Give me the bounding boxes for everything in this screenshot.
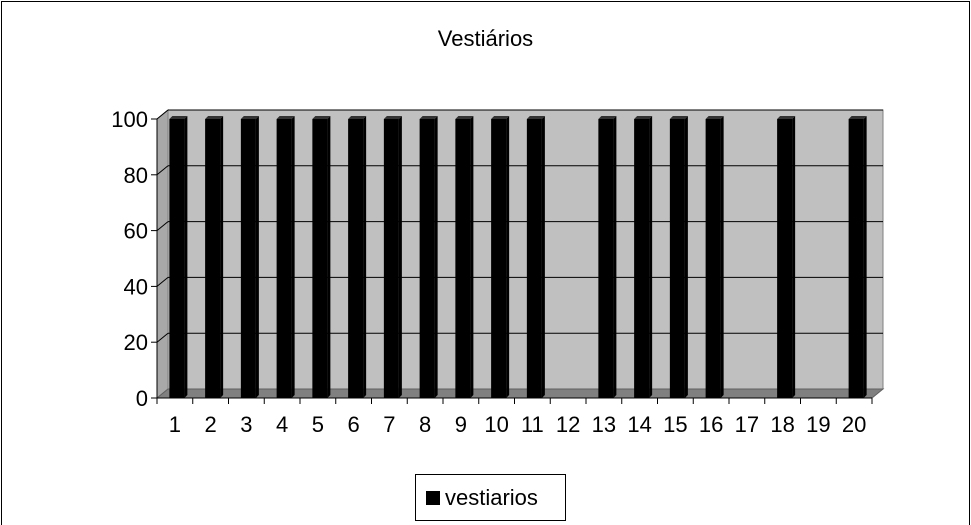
bar-top (777, 116, 796, 119)
bar (848, 119, 864, 398)
x-tick-label: 2 (205, 412, 217, 437)
bar-top (419, 116, 438, 119)
chart-title: Vestiários (437, 26, 534, 51)
x-tick-label: 11 (521, 412, 544, 437)
bar (705, 119, 721, 398)
bar-top (598, 116, 617, 119)
x-tick-label: 20 (842, 412, 866, 437)
bar (598, 119, 614, 398)
bar-side (255, 116, 259, 398)
bar-top (383, 116, 402, 119)
x-tick-label: 1 (169, 412, 181, 437)
legend-swatch (426, 490, 440, 505)
bar-side (541, 116, 545, 398)
bar-top (348, 116, 367, 119)
bar-top (491, 116, 510, 119)
y-tick-label: 60 (124, 219, 148, 244)
x-tick-label: 13 (592, 412, 616, 437)
bar-side (184, 116, 188, 398)
plot-side-wall (156, 108, 169, 400)
bar-side (327, 116, 331, 398)
x-tick-label: 7 (383, 412, 395, 437)
x-tick-label: 10 (484, 412, 508, 437)
bar-side (720, 116, 724, 398)
x-tick-label: 15 (663, 412, 687, 437)
y-tick-label: 0 (136, 386, 148, 411)
x-tick-label: 6 (348, 412, 360, 437)
bar (634, 119, 650, 398)
bar (169, 119, 185, 398)
bar (348, 119, 364, 398)
gridline (156, 332, 169, 343)
bar-side (470, 116, 474, 398)
bar-top (455, 116, 474, 119)
bar-side (434, 116, 438, 398)
gridline (156, 221, 169, 231)
x-tick-label: 8 (419, 412, 431, 437)
x-tick-label: 14 (627, 412, 651, 437)
x-tick-label: 12 (556, 412, 580, 437)
x-tick-label: 9 (455, 412, 467, 437)
plot-back-wall (167, 109, 884, 390)
legend-label: vestiarios (445, 484, 538, 510)
x-tick-label: 5 (312, 412, 324, 437)
y-tick-label: 100 (111, 107, 148, 132)
x-tick-label: 17 (735, 412, 759, 437)
x-tick-label: 16 (699, 412, 723, 437)
bar (491, 119, 507, 398)
gridline (156, 109, 169, 120)
bar-side (863, 116, 867, 398)
bar-side (649, 116, 653, 398)
legend: vestiarios (415, 474, 566, 521)
bar-side (291, 116, 295, 398)
y-tick-label: 80 (124, 163, 148, 188)
bar-top (669, 116, 688, 119)
y-tick-label: 40 (124, 274, 148, 299)
bar-top (205, 116, 224, 119)
bar-top (312, 116, 331, 119)
x-tick-label: 19 (806, 412, 830, 437)
bar (312, 119, 328, 398)
bar-top (169, 116, 188, 119)
bar (205, 119, 221, 398)
gridline (156, 277, 169, 287)
bar-side (220, 116, 224, 398)
bar-side (613, 116, 617, 398)
bar (526, 119, 542, 398)
bar-side (398, 116, 402, 398)
x-tick-label: 3 (240, 412, 252, 437)
bar (383, 119, 399, 398)
bar-top (526, 116, 545, 119)
bar (419, 119, 435, 398)
bar-side (684, 116, 688, 398)
bar (276, 119, 292, 398)
bar-side (363, 116, 367, 398)
bar-side (792, 116, 796, 398)
x-tick-label: 4 (276, 412, 288, 437)
bar-side (506, 116, 510, 398)
bar (777, 119, 793, 398)
bar-top (848, 116, 867, 119)
y-tick-label: 20 (124, 330, 148, 355)
gridline (156, 165, 169, 176)
bar-top (276, 116, 295, 119)
bar-top (240, 116, 259, 119)
plot-floor (155, 388, 885, 399)
bar-top (705, 116, 724, 119)
bar (669, 119, 685, 398)
bar (455, 119, 471, 398)
x-tick-label: 18 (770, 412, 794, 437)
bar (240, 119, 256, 398)
bar-top (634, 116, 653, 119)
